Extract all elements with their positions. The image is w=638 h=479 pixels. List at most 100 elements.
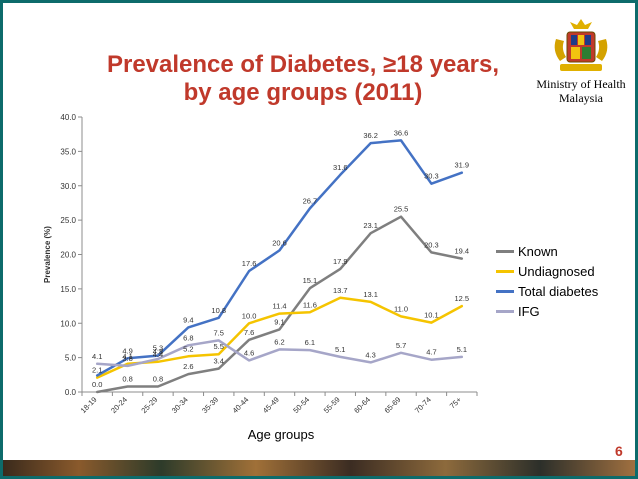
x-tick-label: 75+	[448, 395, 464, 411]
data-label-ifg: 7.5	[214, 328, 224, 337]
data-label-undiagnosed: 13.1	[363, 290, 378, 299]
data-label-undiagnosed: 11.6	[303, 300, 317, 309]
legend-label: Total diabetes	[518, 283, 599, 299]
data-label-total-diabetes: 26.7	[303, 196, 318, 205]
data-label-undiagnosed: 5.5	[214, 342, 224, 351]
data-label-ifg: 6.8	[183, 333, 193, 342]
data-label-total-diabetes: 31.9	[455, 161, 470, 170]
ministry-line-1: Ministry of Health	[536, 77, 626, 91]
y-tick-label: 40.0	[60, 113, 76, 122]
footer-image-strip	[3, 460, 635, 476]
data-label-total-diabetes: 10.8	[211, 306, 226, 315]
data-label-known: 2.6	[183, 362, 193, 371]
title-line-2: by age groups (2011)	[183, 79, 423, 106]
chart-title: Prevalence of Diabetes, ≥18 years, by ag…	[63, 51, 543, 107]
x-tick-label: 60-64	[352, 395, 372, 415]
data-label-total-diabetes: 4.9	[122, 346, 132, 355]
data-label-total-diabetes: 36.2	[363, 131, 378, 140]
x-axis-title: Age groups	[248, 427, 315, 442]
legend-item-undiagnosed: Undiagnosed	[496, 261, 598, 281]
data-label-known: 0.0	[92, 380, 102, 389]
legend-swatch	[496, 289, 514, 293]
data-label-ifg: 5.1	[457, 345, 467, 354]
y-tick-label: 30.0	[60, 182, 76, 191]
x-tick-label: 50-54	[291, 395, 311, 415]
malaysia-coat-of-arms-icon	[554, 19, 608, 71]
data-label-known: 19.4	[455, 247, 470, 256]
legend-label: IFG	[518, 303, 540, 319]
x-tick-label: 18-19	[79, 395, 99, 415]
data-label-undiagnosed: 11.0	[394, 304, 408, 313]
data-label-undiagnosed: 10.0	[242, 311, 257, 320]
x-tick-label: 40-44	[231, 395, 251, 415]
data-label-undiagnosed: 12.5	[455, 294, 470, 303]
series-line-known	[95, 215, 464, 394]
data-label-known: 15.1	[303, 276, 318, 285]
y-tick-label: 20.0	[60, 251, 76, 260]
data-label-total-diabetes: 20.6	[272, 238, 287, 247]
title-line-1: Prevalence of Diabetes, ≥18 years,	[106, 51, 500, 78]
y-axis-title: Prevalence (%)	[43, 226, 52, 283]
x-tick-label: 35-39	[200, 395, 220, 415]
data-label-total-diabetes: 17.6	[242, 259, 257, 268]
data-label-ifg: 5.7	[396, 341, 406, 350]
data-label-total-diabetes: 36.6	[394, 128, 409, 137]
y-tick-label: 10.0	[60, 319, 76, 328]
legend-item-total-diabetes: Total diabetes	[496, 281, 598, 301]
y-tick-label: 5.0	[65, 354, 77, 363]
data-label-ifg: 4.6	[244, 348, 254, 357]
data-label-total-diabetes: 30.3	[424, 172, 439, 181]
data-label-known: 0.8	[153, 375, 163, 384]
data-label-undiagnosed: 4.1	[122, 352, 132, 361]
data-label-total-diabetes: 5.3	[153, 344, 163, 353]
data-label-ifg: 4.7	[426, 348, 436, 357]
data-label-ifg: 4.3	[365, 350, 375, 359]
line-chart: 0.0 5.0 10.0 15.0 20.0 25.0 30.0 35.0 40.0 18-19 2…	[43, 113, 478, 442]
data-label-known: 9.1	[274, 317, 284, 326]
y-tick-label: 0.0	[65, 388, 77, 397]
data-label-known: 23.1	[363, 221, 378, 230]
series-line-total-diabetes	[95, 139, 464, 377]
data-label-known: 7.6	[244, 328, 254, 337]
y-tick-label: 25.0	[60, 216, 76, 225]
y-tick-label: 35.0	[60, 147, 76, 156]
legend-swatch	[496, 249, 514, 253]
ministry-line-2: Malaysia	[559, 91, 603, 105]
legend-swatch	[496, 269, 514, 273]
data-label-undiagnosed: 10.1	[424, 311, 439, 320]
data-label-ifg: 6.1	[305, 338, 315, 347]
data-label-known: 0.8	[122, 375, 132, 384]
page-number: 6	[615, 443, 623, 459]
data-label-ifg: 4.1	[92, 352, 102, 361]
data-label-known: 25.5	[394, 205, 409, 214]
data-label-undiagnosed: 4.4	[153, 350, 163, 359]
x-tick-label: 55-59	[322, 395, 342, 415]
x-tick-label: 45-49	[261, 395, 281, 415]
legend-label: Known	[518, 243, 558, 259]
data-label-undiagnosed: 11.4	[272, 302, 286, 311]
chart-legend: Known Undiagnosed Total diabetes IFG	[496, 241, 598, 321]
series-line-undiagnosed	[95, 296, 464, 379]
x-tick-label: 20-24	[109, 395, 129, 415]
ministry-label: Ministry of Health Malaysia	[531, 77, 631, 105]
x-tick-label: 70-74	[413, 395, 433, 415]
data-label-undiagnosed: 5.2	[183, 344, 193, 353]
legend-label: Undiagnosed	[518, 263, 595, 279]
data-label-ifg: 3.8	[122, 354, 132, 363]
legend-swatch	[496, 309, 514, 313]
legend-item-ifg: IFG	[496, 301, 598, 321]
x-tick-label: 25-29	[139, 395, 159, 415]
y-tick-label: 15.0	[60, 285, 76, 294]
x-tick-label: 30-34	[170, 395, 190, 415]
slide: Prevalence of Diabetes, ≥18 years, by ag…	[3, 3, 635, 476]
data-label-known: 17.9	[333, 257, 348, 266]
legend-item-known: Known	[496, 241, 598, 261]
data-label-undiagnosed: 2.1	[92, 366, 102, 375]
x-tick-label: 65-69	[383, 395, 403, 415]
data-label-ifg: 6.2	[274, 337, 284, 346]
data-label-total-diabetes: 9.4	[183, 315, 193, 324]
data-label-total-diabetes: 31.6	[333, 163, 348, 172]
series-line-ifg	[95, 339, 464, 368]
data-label-ifg: 4.8	[153, 347, 163, 356]
data-label-known: 3.4	[214, 357, 224, 366]
